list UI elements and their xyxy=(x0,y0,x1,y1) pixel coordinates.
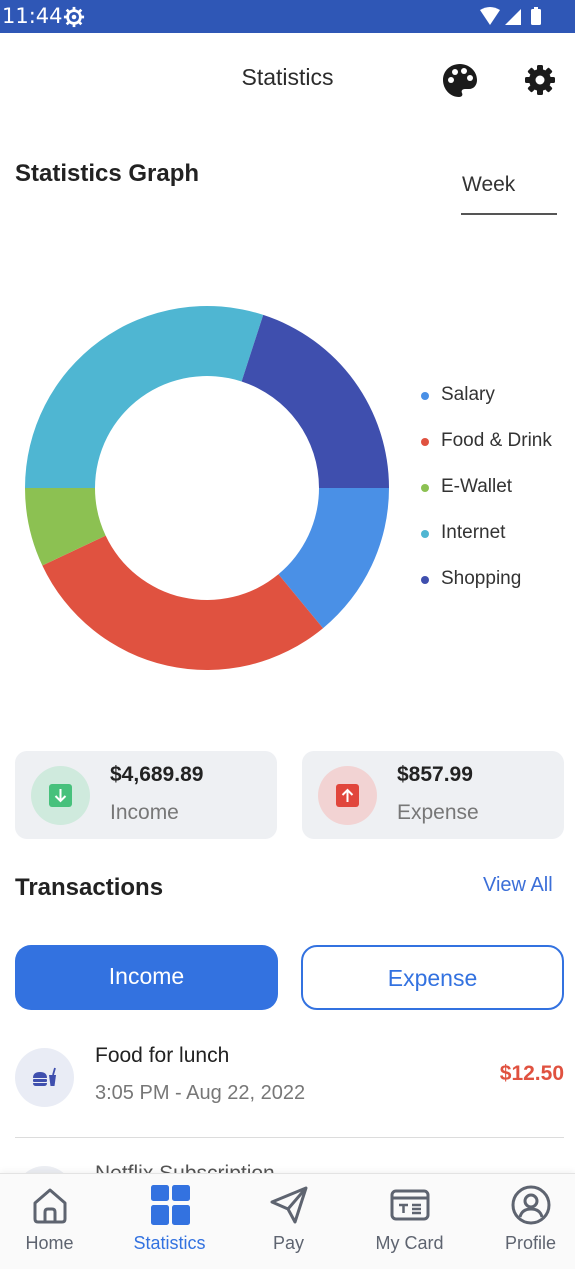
gear-icon[interactable] xyxy=(524,64,556,96)
income-amount: $4,689.89 xyxy=(110,763,204,786)
expense-label: Expense xyxy=(397,801,479,824)
palette-icon[interactable] xyxy=(441,62,479,100)
status-bar: 11:44 xyxy=(0,0,575,33)
expense-amount: $857.99 xyxy=(397,763,473,786)
settings-status-icon xyxy=(63,6,85,33)
expense-icon-bg xyxy=(318,766,377,825)
nav-label: Statistics xyxy=(133,1233,206,1253)
slice-e-wallet xyxy=(25,488,106,566)
legend-label: Salary xyxy=(441,384,495,405)
income-icon-bg xyxy=(31,766,90,825)
legend-item: Food & Drink xyxy=(421,427,552,473)
income-card[interactable]: $4,689.89 Income xyxy=(15,751,277,839)
slice-internet xyxy=(25,306,264,488)
dashboard-icon xyxy=(112,1184,227,1226)
legend-item: E-Wallet xyxy=(421,473,552,519)
graph-title: Statistics Graph xyxy=(15,160,200,187)
slice-salary xyxy=(278,488,389,629)
legend-label: E-Wallet xyxy=(441,476,513,497)
expense-card[interactable]: $857.99 Expense xyxy=(302,751,564,839)
nav-label: Home xyxy=(25,1233,74,1253)
user-icon xyxy=(473,1184,575,1226)
bottom-nav: Home Statistics Pay xyxy=(0,1173,575,1269)
legend-label: Internet xyxy=(441,522,506,543)
legend-dot xyxy=(421,438,429,446)
income-label: Income xyxy=(110,801,179,824)
nav-label: My Card xyxy=(375,1233,444,1253)
donut-chart xyxy=(25,306,389,670)
slice-shopping xyxy=(241,314,389,488)
arrow-down-icon xyxy=(49,784,72,807)
arrow-up-icon xyxy=(336,784,359,807)
nav-label: Profile xyxy=(504,1233,557,1253)
legend-dot xyxy=(421,576,429,584)
battery-icon xyxy=(531,9,541,25)
wifi-icon xyxy=(480,7,500,25)
card-icon xyxy=(352,1184,467,1226)
transaction-row[interactable]: Food for lunch 3:05 PM - Aug 22, 2022 $1… xyxy=(15,1040,564,1138)
legend-dot xyxy=(421,392,429,400)
legend-label: Shopping xyxy=(441,568,522,589)
legend-item: Internet xyxy=(421,519,552,565)
nav-my-card[interactable]: My Card xyxy=(352,1174,467,1269)
legend-label: Food & Drink xyxy=(441,430,552,451)
nav-profile[interactable]: Profile xyxy=(473,1174,575,1269)
legend-dot xyxy=(421,484,429,492)
transaction-time: 3:05 PM - Aug 22, 2022 xyxy=(95,1082,306,1104)
page-title: Statistics xyxy=(241,64,334,90)
expense-tab[interactable]: Expense xyxy=(301,945,564,1010)
legend-dot xyxy=(421,530,429,538)
nav-pay[interactable]: Pay xyxy=(231,1174,346,1269)
nav-statistics[interactable]: Statistics xyxy=(112,1174,227,1269)
nav-label: Pay xyxy=(272,1233,305,1253)
transaction-name: Food for lunch xyxy=(95,1044,230,1067)
nav-home[interactable]: Home xyxy=(0,1174,107,1269)
view-all-link[interactable]: View All xyxy=(483,874,553,896)
home-icon xyxy=(0,1184,107,1226)
status-time: 11:44 xyxy=(2,4,63,28)
signal-icon xyxy=(505,9,521,25)
food-icon xyxy=(15,1048,74,1107)
send-icon xyxy=(231,1184,346,1226)
transactions-title: Transactions xyxy=(15,874,164,901)
period-dropdown[interactable]: Week xyxy=(461,173,557,215)
chart-legend: Salary Food & Drink E-Wallet Internet Shoppi… xyxy=(421,381,552,611)
legend-item: Shopping xyxy=(421,565,552,611)
transaction-amount: $12.50 xyxy=(499,1062,564,1085)
income-tab[interactable]: Income xyxy=(15,945,278,1010)
slice-food-drink xyxy=(42,535,324,670)
legend-item: Salary xyxy=(421,381,552,427)
status-indicators xyxy=(479,7,549,32)
